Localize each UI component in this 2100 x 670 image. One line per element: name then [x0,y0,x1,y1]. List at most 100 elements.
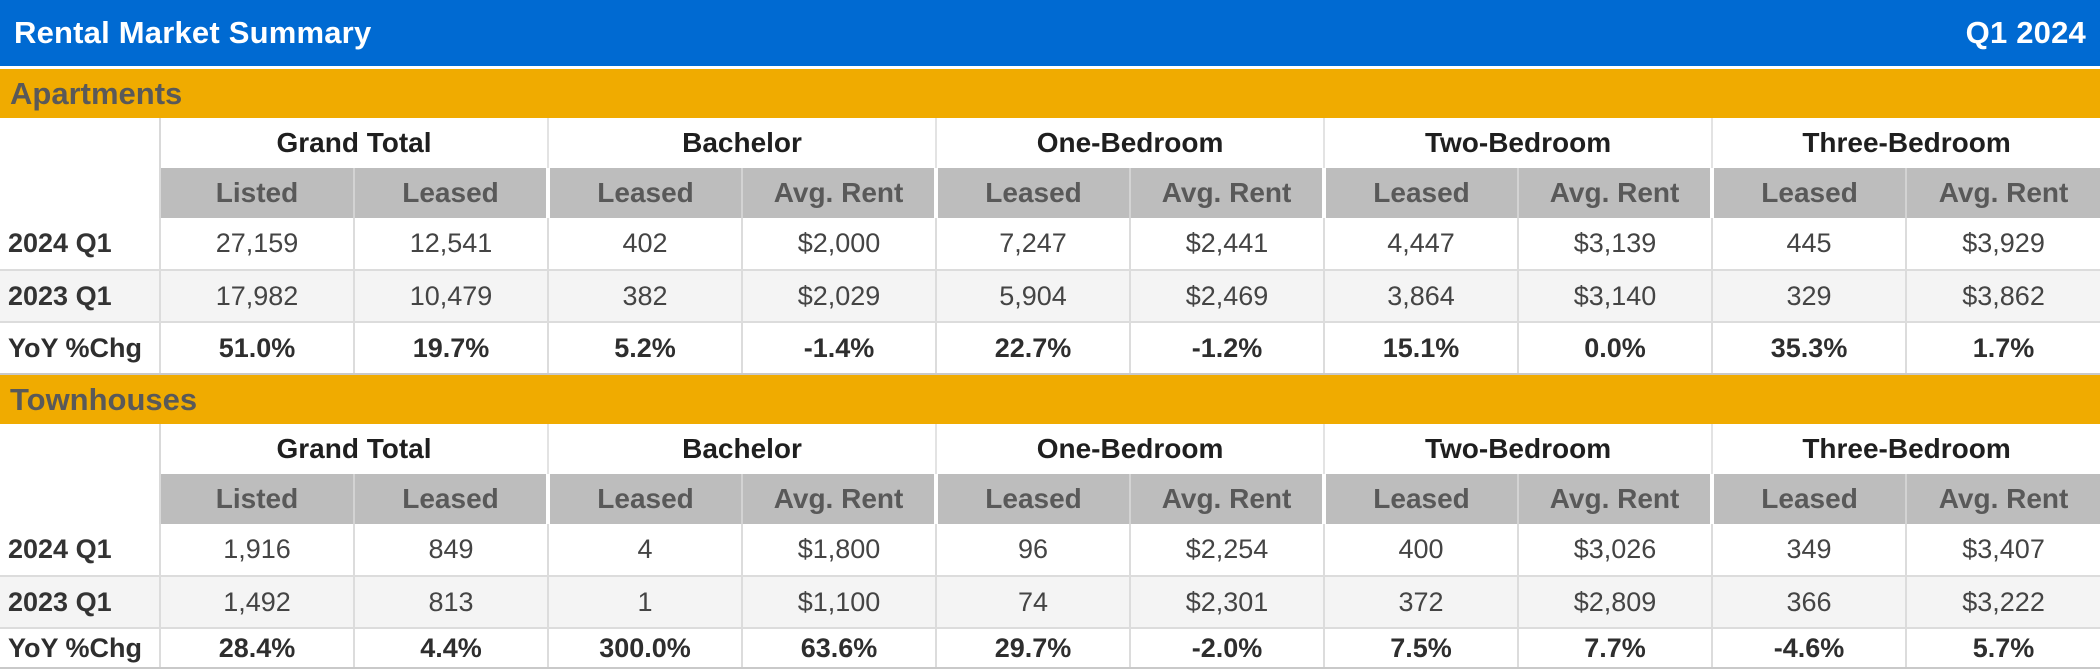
table-row-2023-q1: 2023 Q1 1,492 813 1 $1,100 74 $2,301 372… [0,576,2100,629]
data-cell: $3,222 [1905,576,2100,629]
data-cell: 4,447 [1323,218,1519,271]
data-cell: 12,541 [352,218,549,271]
subheader-leased: Leased [1710,168,1907,218]
data-cell: 1 [547,576,743,629]
table-row-yoy: YoY %Chg 28.4% 4.4% 300.0% 63.6% 29.7% -… [0,627,2100,669]
data-cell: 372 [1323,576,1519,629]
group-header-three-bedroom: Three-Bedroom [1711,424,2100,474]
data-cell: $2,809 [1517,576,1713,629]
apartments-table: Grand Total Bachelor One-Bedroom Two-Bed… [0,118,2100,375]
section-title: Townhouses [10,381,198,417]
data-cell: 4 [547,524,743,577]
data-cell: 3,864 [1323,270,1519,323]
data-cell: $2,301 [1129,576,1325,629]
data-cell: 15.1% [1323,321,1519,375]
data-cell: 10,479 [352,270,549,323]
subheader-avg-rent: Avg. Rent [1129,474,1325,524]
subheader-avg-rent: Avg. Rent [1905,168,2100,218]
data-cell: 5,904 [935,270,1131,323]
data-cell: $1,800 [741,524,937,577]
group-header-two-bedroom: Two-Bedroom [1323,424,1713,474]
data-cell: $3,139 [1517,218,1713,271]
data-cell: 1,916 [159,524,354,577]
subheader-leased: Leased [934,474,1131,524]
row-label: YoY %Chg [0,627,161,669]
table-row-2023-q1: 2023 Q1 17,982 10,479 382 $2,029 5,904 $… [0,270,2100,323]
section-header-apartments: Apartments [0,69,2100,118]
group-header-bachelor: Bachelor [547,424,937,474]
subheader-leased: Leased [1322,474,1519,524]
data-cell: 4.4% [352,627,549,669]
subheader-avg-rent: Avg. Rent [741,474,937,524]
data-cell: 7.5% [1323,627,1519,669]
subheader-avg-rent: Avg. Rent [1905,474,2100,524]
data-cell: 5.7% [1905,627,2100,669]
subheader-leased: Leased [352,168,549,218]
data-cell: 19.7% [352,321,549,375]
group-header-grand-total: Grand Total [158,118,549,168]
corner-cell [0,424,161,524]
data-cell: -4.6% [1711,627,1907,669]
data-cell: 1.7% [1905,321,2100,375]
data-cell: 7.7% [1517,627,1713,669]
data-cell: $3,407 [1905,524,2100,577]
page-title: Rental Market Summary [14,15,372,50]
data-cell: 27,159 [159,218,354,271]
data-cell: 349 [1711,524,1907,577]
data-cell: 0.0% [1517,321,1713,375]
subheader-avg-rent: Avg. Rent [1129,168,1325,218]
data-cell: 1,492 [159,576,354,629]
row-label: 2024 Q1 [0,524,161,577]
row-label: YoY %Chg [0,321,161,375]
data-cell: 849 [352,524,549,577]
data-cell: -1.4% [741,321,937,375]
group-header-grand-total: Grand Total [158,424,549,474]
table-row-2024-q1: 2024 Q1 27,159 12,541 402 $2,000 7,247 $… [0,218,2100,271]
data-cell: $3,862 [1905,270,2100,323]
data-cell: 17,982 [159,270,354,323]
subheader-listed: Listed [159,474,354,524]
subheader-leased: Leased [1322,168,1519,218]
data-cell: 300.0% [547,627,743,669]
subheader-leased: Leased [1710,474,1907,524]
data-cell: $3,929 [1905,218,2100,271]
data-cell: 22.7% [935,321,1131,375]
group-header-two-bedroom: Two-Bedroom [1323,118,1713,168]
data-cell: $2,029 [741,270,937,323]
table-row-yoy: YoY %Chg 51.0% 19.7% 5.2% -1.4% 22.7% -1… [0,321,2100,375]
table-row-2024-q1: 2024 Q1 1,916 849 4 $1,800 96 $2,254 400… [0,524,2100,577]
data-cell: 28.4% [159,627,354,669]
data-cell: $2,441 [1129,218,1325,271]
data-cell: 366 [1711,576,1907,629]
data-cell: 29.7% [935,627,1131,669]
section-header-townhouses: Townhouses [0,375,2100,424]
group-header-three-bedroom: Three-Bedroom [1711,118,2100,168]
data-cell: -2.0% [1129,627,1325,669]
data-cell: 382 [547,270,743,323]
data-cell: $2,469 [1129,270,1325,323]
data-cell: 51.0% [159,321,354,375]
subheader-avg-rent: Avg. Rent [1517,168,1713,218]
data-cell: $2,254 [1129,524,1325,577]
data-cell: 96 [935,524,1131,577]
data-cell: 445 [1711,218,1907,271]
row-label: 2023 Q1 [0,576,161,629]
subheader-leased: Leased [546,168,743,218]
townhouses-table: Grand Total Bachelor One-Bedroom Two-Bed… [0,424,2100,669]
subheader-leased: Leased [546,474,743,524]
data-cell: 813 [352,576,549,629]
data-cell: $2,000 [741,218,937,271]
group-header-bachelor: Bachelor [547,118,937,168]
title-bar: Rental Market Summary Q1 2024 [0,0,2100,69]
data-cell: $1,100 [741,576,937,629]
data-cell: 5.2% [547,321,743,375]
data-cell: -1.2% [1129,321,1325,375]
row-label: 2023 Q1 [0,270,161,323]
group-header-one-bedroom: One-Bedroom [935,424,1325,474]
data-cell: 329 [1711,270,1907,323]
subheader-listed: Listed [159,168,354,218]
row-label: 2024 Q1 [0,218,161,271]
section-title: Apartments [10,75,183,111]
subheader-avg-rent: Avg. Rent [741,168,937,218]
data-cell: $3,140 [1517,270,1713,323]
